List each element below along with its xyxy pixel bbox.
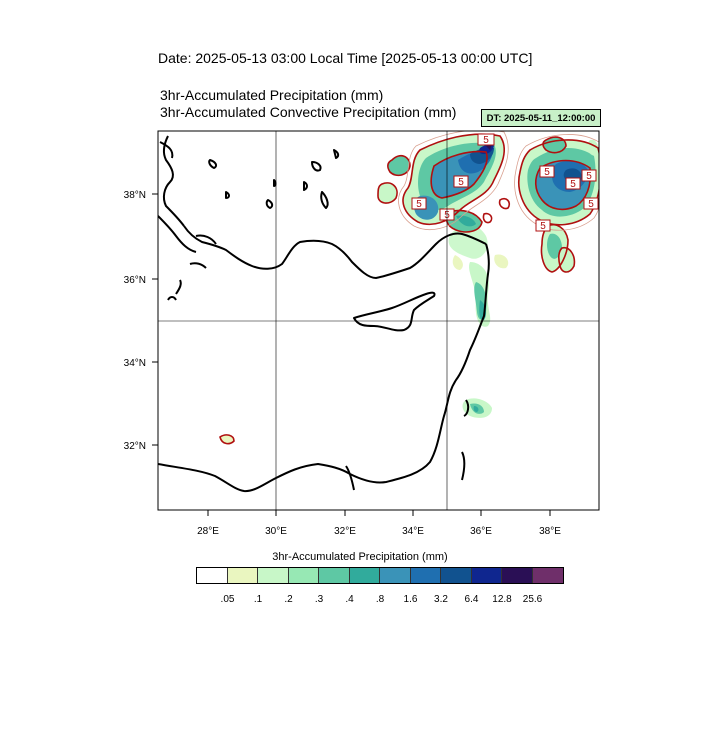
colorbar-label: 12.8 bbox=[492, 594, 512, 605]
date-title: Date: 2025-05-13 03:00 Local Time [2025-… bbox=[158, 50, 533, 66]
subtitle-precip: 3hr-Accumulated Precipitation (mm) bbox=[160, 87, 384, 103]
graticule bbox=[158, 131, 599, 510]
subtitle-convective: 3hr-Accumulated Convective Precipitation… bbox=[160, 104, 457, 120]
colorbar-swatch bbox=[532, 568, 563, 583]
colorbar-swatch bbox=[471, 568, 502, 583]
lat-tick-label: 38°N bbox=[124, 190, 146, 201]
contour-label: 5 bbox=[483, 135, 489, 146]
lon-tick-label: 32°E bbox=[334, 526, 356, 537]
lon-tick-labels: 28°E 30°E 32°E 34°E 36°E 38°E bbox=[197, 526, 561, 537]
colorbar-label: .4 bbox=[345, 594, 354, 605]
colorbar-swatch bbox=[197, 568, 228, 583]
colorbar-swatch bbox=[380, 568, 411, 583]
lon-tick-label: 36°E bbox=[470, 526, 492, 537]
colorbar-label: 3.2 bbox=[434, 594, 448, 605]
lat-tick-label: 36°N bbox=[124, 275, 146, 286]
lat-tick-label: 32°N bbox=[124, 441, 146, 452]
contour-label: 5 bbox=[588, 199, 594, 210]
dt-badge: DT: 2025-05-11_12:00:00 bbox=[481, 109, 601, 127]
colorbar-swatch bbox=[258, 568, 289, 583]
lon-tick-label: 34°E bbox=[402, 526, 424, 537]
lat-tick-label: 34°N bbox=[124, 358, 146, 369]
colorbar-label: .8 bbox=[375, 594, 385, 605]
lon-tick-label: 28°E bbox=[197, 526, 219, 537]
contour-label: 5 bbox=[544, 167, 550, 178]
lon-tick-label: 38°E bbox=[539, 526, 561, 537]
colorbar-label: 1.6 bbox=[403, 594, 418, 605]
colorbar-label: 6.4 bbox=[464, 594, 479, 605]
lat-tick-labels: 32°N 34°N 36°N 38°N bbox=[124, 190, 146, 452]
contour-label: 5 bbox=[458, 177, 464, 188]
colorbar-title: 3hr-Accumulated Precipitation (mm) bbox=[272, 551, 448, 563]
colorbar-label: .3 bbox=[314, 594, 324, 605]
colorbar-swatch bbox=[288, 568, 319, 583]
colorbar-swatch bbox=[410, 568, 441, 583]
contour-label: 5 bbox=[570, 179, 576, 190]
colorbar-swatch bbox=[319, 568, 350, 583]
colorbar bbox=[196, 567, 564, 584]
lon-tick-label: 30°E bbox=[265, 526, 287, 537]
colorbar-swatch bbox=[349, 568, 380, 583]
colorbar-swatch bbox=[441, 568, 472, 583]
coastlines bbox=[158, 135, 490, 493]
colorbar-label: .2 bbox=[284, 594, 293, 605]
contour-label: 5 bbox=[586, 171, 592, 182]
axis-ticks bbox=[152, 193, 551, 516]
colorbar-label: .05 bbox=[220, 594, 235, 605]
colorbar-swatch bbox=[227, 568, 258, 583]
plot-frame bbox=[157, 130, 600, 511]
contour-label: 5 bbox=[540, 221, 546, 232]
colorbar-label: .1 bbox=[253, 594, 263, 605]
colorbar-label: 25.6 bbox=[522, 594, 543, 605]
colorbar-swatch bbox=[502, 568, 533, 583]
contour-label: 5 bbox=[416, 199, 422, 210]
